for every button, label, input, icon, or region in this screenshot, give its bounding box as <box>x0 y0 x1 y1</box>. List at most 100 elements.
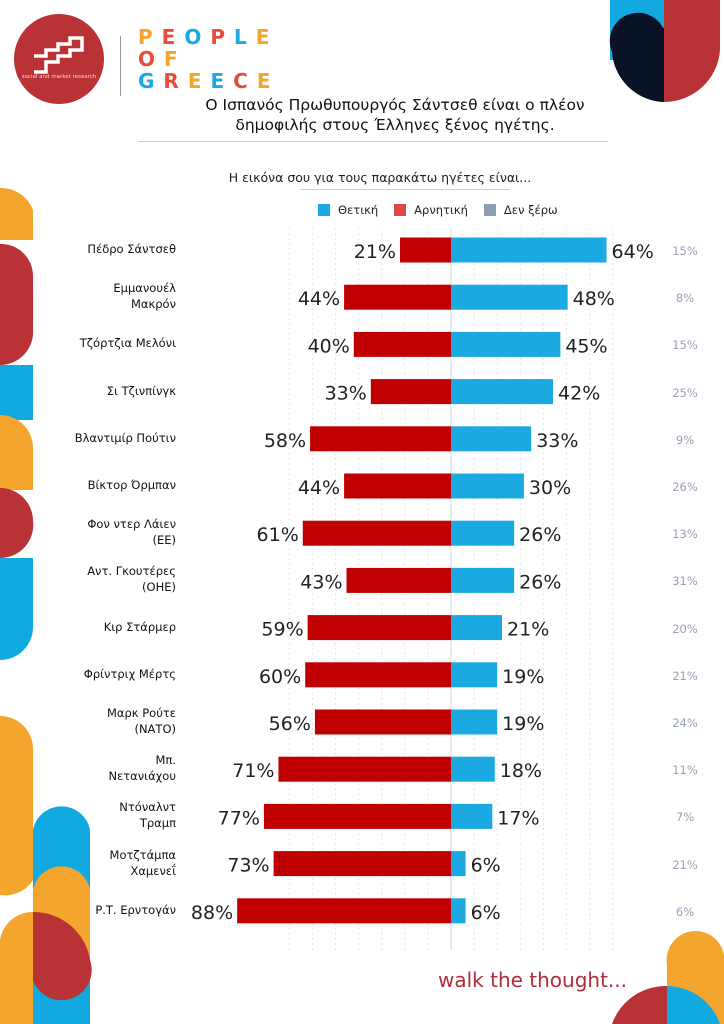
data-label-dont-know: 26% <box>672 480 698 494</box>
bar-positive <box>451 379 554 405</box>
data-label-negative: 61% <box>257 524 299 546</box>
data-label-positive: 45% <box>565 335 607 357</box>
bar-positive <box>451 662 498 688</box>
tagline: walk the thought... <box>438 968 628 992</box>
data-label-positive: 17% <box>497 807 539 829</box>
data-label-negative: 58% <box>264 430 306 452</box>
legend-item-negative: Αρνητική <box>394 203 468 217</box>
bar-positive <box>451 803 493 829</box>
data-label-negative: 21% <box>354 241 396 263</box>
legend-label-dont-know: Δεν ξέρω <box>503 203 558 217</box>
data-label-negative: 59% <box>261 619 303 641</box>
wordmark-line: OF <box>138 48 280 70</box>
category-label: Ρ.Τ. Ερντογάν <box>95 902 176 917</box>
category-label: Τζόρτζια Μελόνι <box>79 336 176 351</box>
bar-negative <box>353 331 451 357</box>
data-label-positive: 6% <box>471 855 501 877</box>
legend-item-positive: Θετική <box>318 203 378 217</box>
title-line-2: δημοφιλής στους Έλληνες ξένος ηγέτης. <box>235 116 555 134</box>
data-label-dont-know: 15% <box>672 338 698 353</box>
category-label: Μοτζτάμπα Χαμενεΐ <box>109 847 176 878</box>
legend-item-dont-know: Δεν ξέρω <box>483 203 558 217</box>
data-label-negative: 77% <box>218 807 260 829</box>
data-label-dont-know: 15% <box>672 244 698 258</box>
chart-title: Ο Ισπανός Πρωθυπουργός Σάντσεθ είναι ο π… <box>180 95 610 135</box>
category-label: Φον ντερ Λάιεν (ΕΕ) <box>87 517 176 548</box>
legend-swatch-dont-know <box>483 204 496 216</box>
category-label: Σι Τζινπίνγκ <box>106 383 176 398</box>
wordmark-letter: O <box>138 47 165 71</box>
category-label: Φρίντριχ Μέρτς <box>83 666 176 681</box>
wordmark-letter: E <box>161 25 185 49</box>
data-label-dont-know: 24% <box>672 716 698 730</box>
bar-negative <box>344 284 451 310</box>
chart-legend: Θετική Αρνητική Δεν ξέρω <box>318 203 558 217</box>
bar-negative <box>399 237 451 263</box>
bar-negative <box>314 709 451 735</box>
data-label-negative: 71% <box>232 760 274 782</box>
data-label-positive: 42% <box>558 383 600 405</box>
wordmark-letter: P <box>210 25 235 49</box>
bar-positive <box>451 851 466 877</box>
data-label-positive: 21% <box>507 619 549 641</box>
bar-positive <box>451 756 495 782</box>
bar-positive <box>451 426 532 452</box>
top-right-shield-decoration <box>609 0 720 103</box>
logo-subtitle: social and market research <box>21 74 97 80</box>
data-label-negative: 73% <box>227 855 269 877</box>
bar-negative <box>307 615 451 641</box>
data-label-dont-know: 20% <box>672 621 698 636</box>
left-edge-decoration <box>0 187 92 1024</box>
wordmark-letter: C <box>233 69 257 93</box>
bar-positive <box>451 520 515 546</box>
data-label-negative: 33% <box>325 383 367 405</box>
logo-divider <box>120 36 121 96</box>
wordmark-letter: L <box>234 25 256 49</box>
data-label-positive: 64% <box>612 241 654 263</box>
data-label-dont-know: 8% <box>675 291 695 306</box>
bottom-right-decoration <box>612 931 724 1024</box>
data-label-positive: 19% <box>502 666 544 688</box>
data-label-positive: 19% <box>502 713 544 735</box>
wordmark-line: PEOPLE <box>138 26 280 48</box>
data-label-negative: 60% <box>259 666 301 688</box>
data-label-positive: 18% <box>500 760 542 782</box>
category-label: Αντ. Γκουτέρες (ΟΗΕ) <box>87 564 176 595</box>
wordmark-letter: E <box>255 25 279 49</box>
title-divider <box>138 141 608 142</box>
data-label-dont-know: 11% <box>672 763 698 778</box>
legend-label-negative: Αρνητική <box>414 203 468 217</box>
data-label-dont-know: 31% <box>672 574 698 589</box>
logo-mark-icon <box>34 36 84 74</box>
bar-negative <box>370 379 451 405</box>
subtitle-underline <box>300 189 510 190</box>
data-label-dont-know: 25% <box>672 385 698 400</box>
legend-swatch-negative <box>394 204 407 216</box>
bar-negative <box>263 803 451 829</box>
category-label: Πέδρο Σάντσεθ <box>87 242 176 256</box>
legend-swatch-positive <box>318 204 330 216</box>
wordmark-letter: R <box>163 69 188 93</box>
bar-negative <box>305 662 451 688</box>
bar-positive <box>451 331 561 357</box>
data-label-positive: 33% <box>536 430 578 452</box>
wordmark-letter: E <box>210 69 234 93</box>
data-label-negative: 88% <box>191 902 233 924</box>
legend-label-positive: Θετική <box>338 203 379 217</box>
bar-negative <box>346 567 451 593</box>
wordmark-letter: G <box>138 69 164 93</box>
data-label-negative: 44% <box>298 477 340 499</box>
bar-positive <box>451 284 568 310</box>
data-label-dont-know: 13% <box>672 527 698 542</box>
data-label-dont-know: 6% <box>675 904 695 919</box>
data-label-negative: 43% <box>300 571 342 593</box>
bar-negative <box>237 898 451 924</box>
bar-negative <box>278 756 451 782</box>
wordmark-line: GREECE <box>138 70 280 92</box>
wordmark-letter: F <box>164 47 187 71</box>
category-label: Εμμανουέλ Μακρόν <box>113 281 176 312</box>
data-label-dont-know: 21% <box>672 668 698 683</box>
wordmark-letter: P <box>138 25 162 49</box>
bar-positive <box>451 473 524 499</box>
